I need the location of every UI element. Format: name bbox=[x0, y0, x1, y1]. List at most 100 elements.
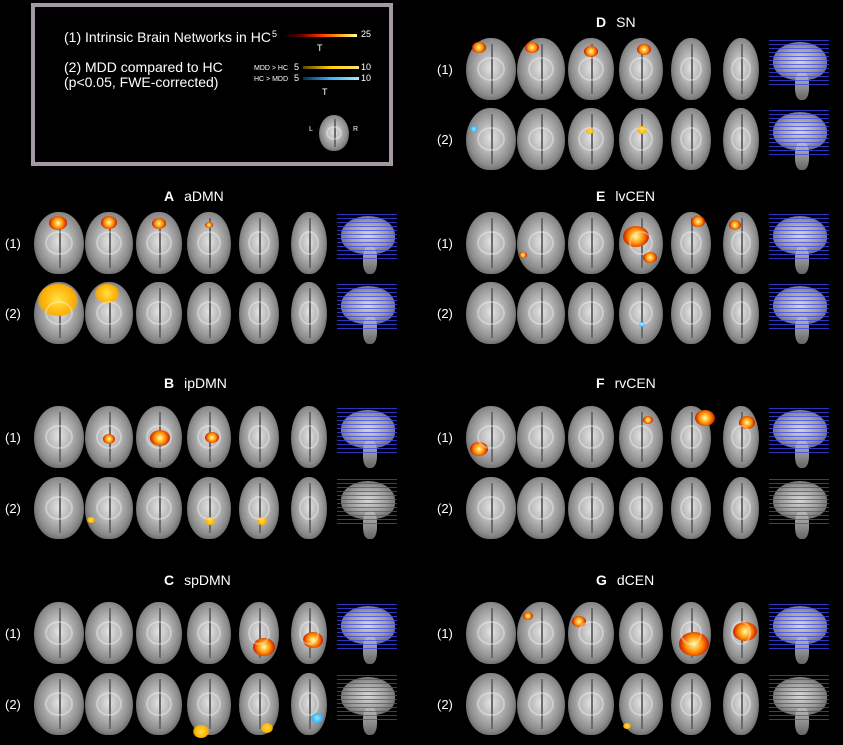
activation-cluster bbox=[643, 252, 657, 263]
sagittal-slice bbox=[337, 602, 397, 666]
activation-cluster bbox=[87, 517, 95, 523]
panel-letter-c: C bbox=[164, 572, 175, 588]
panel-name-f: rvCEN bbox=[614, 375, 656, 391]
activation-cluster bbox=[205, 517, 215, 525]
axial-slice bbox=[466, 673, 516, 735]
axial-slice bbox=[466, 108, 516, 170]
axial-slice bbox=[136, 282, 182, 344]
axial-slice bbox=[34, 406, 84, 468]
sagittal-slice bbox=[337, 673, 397, 737]
activation-cluster bbox=[623, 226, 649, 247]
legend-line-1: (1) Intrinsic Brain Networks in HC bbox=[64, 29, 271, 45]
axial-slice bbox=[619, 673, 663, 735]
axial-slice bbox=[723, 673, 759, 735]
sagittal-slice bbox=[769, 108, 829, 172]
axial-slice bbox=[239, 406, 279, 468]
axial-slice bbox=[187, 602, 231, 664]
activation-cluster bbox=[193, 725, 209, 738]
activation-cluster bbox=[150, 430, 170, 446]
panel-name-g: dCEN bbox=[616, 572, 655, 588]
activation-cluster bbox=[733, 622, 757, 641]
axial-slice bbox=[466, 477, 516, 539]
axial-slice bbox=[568, 477, 614, 539]
axial-slice bbox=[671, 38, 711, 100]
axial-slice bbox=[466, 406, 516, 468]
hc-gt-mdd-max: 10 bbox=[361, 73, 372, 83]
axial-slice bbox=[517, 406, 565, 468]
panel-letter-d: D bbox=[596, 14, 607, 30]
axial-slice bbox=[619, 406, 663, 468]
axial-slice bbox=[568, 406, 614, 468]
activation-cluster bbox=[205, 432, 219, 443]
panel-name-c: spDMN bbox=[184, 572, 231, 588]
row-label: (2) bbox=[5, 306, 21, 321]
sagittal-slice bbox=[769, 38, 829, 102]
activation-cluster bbox=[103, 434, 115, 444]
mdd-gt-hc-colorbar bbox=[303, 66, 359, 69]
panel-letter-b: B bbox=[164, 375, 175, 391]
activation-cluster bbox=[257, 517, 267, 525]
axial-slice bbox=[723, 406, 759, 468]
panel-title-d: D SN bbox=[596, 14, 636, 30]
panel-name-b: ipDMN bbox=[184, 375, 227, 391]
axial-slice bbox=[187, 477, 231, 539]
mdd-gt-hc-min: 5 bbox=[294, 62, 300, 72]
axial-slice bbox=[517, 212, 565, 274]
axial-slice bbox=[517, 602, 565, 664]
panel-letter-e: E bbox=[596, 188, 606, 204]
axial-slice bbox=[34, 477, 84, 539]
axial-slice bbox=[723, 602, 759, 664]
axial-slice bbox=[619, 108, 663, 170]
axial-slice bbox=[466, 282, 516, 344]
axial-slice bbox=[723, 38, 759, 100]
panel-letter-f: F bbox=[596, 375, 605, 391]
axial-slice bbox=[136, 673, 182, 735]
panel-letter-g: G bbox=[596, 572, 607, 588]
axial-slice bbox=[291, 477, 327, 539]
axial-slice bbox=[619, 282, 663, 344]
sagittal-slice bbox=[769, 477, 829, 541]
activation-cluster bbox=[679, 632, 709, 656]
activation-cluster bbox=[623, 723, 631, 729]
scale1-max: 25 bbox=[361, 29, 372, 39]
activation-cluster bbox=[519, 252, 527, 258]
axial-slice bbox=[671, 212, 711, 274]
activation-cluster bbox=[637, 44, 651, 55]
row-label: (1) bbox=[5, 430, 21, 445]
activation-cluster bbox=[101, 216, 117, 229]
activation-cluster bbox=[49, 216, 67, 230]
activation-cluster bbox=[729, 220, 741, 230]
orientation-brain-icon bbox=[319, 115, 349, 151]
sagittal-slice bbox=[337, 477, 397, 541]
hot-colorbar bbox=[283, 34, 357, 37]
activation-cluster bbox=[311, 713, 323, 723]
axial-slice bbox=[466, 602, 516, 664]
axial-slice bbox=[671, 673, 711, 735]
axial-slice bbox=[187, 282, 231, 344]
activation-cluster bbox=[152, 218, 166, 229]
axial-slice bbox=[239, 673, 279, 735]
axial-slice bbox=[239, 602, 279, 664]
axial-slice bbox=[34, 673, 84, 735]
axial-slice bbox=[723, 108, 759, 170]
row-label: (1) bbox=[437, 62, 453, 77]
axial-slice bbox=[187, 406, 231, 468]
activation-cluster bbox=[95, 284, 119, 303]
axial-slice bbox=[619, 602, 663, 664]
axial-slice bbox=[619, 38, 663, 100]
axial-slice bbox=[619, 212, 663, 274]
activation-cluster bbox=[584, 46, 598, 57]
axial-slice bbox=[671, 477, 711, 539]
axial-slice bbox=[291, 602, 327, 664]
activation-cluster bbox=[261, 723, 273, 733]
axial-slice bbox=[723, 477, 759, 539]
hc-gt-mdd-min: 5 bbox=[294, 73, 300, 83]
row-label: (2) bbox=[437, 697, 453, 712]
axial-slice bbox=[723, 212, 759, 274]
activation-cluster bbox=[303, 632, 323, 648]
axial-slice bbox=[568, 108, 614, 170]
activation-cluster bbox=[691, 216, 705, 227]
axial-slice bbox=[517, 108, 565, 170]
